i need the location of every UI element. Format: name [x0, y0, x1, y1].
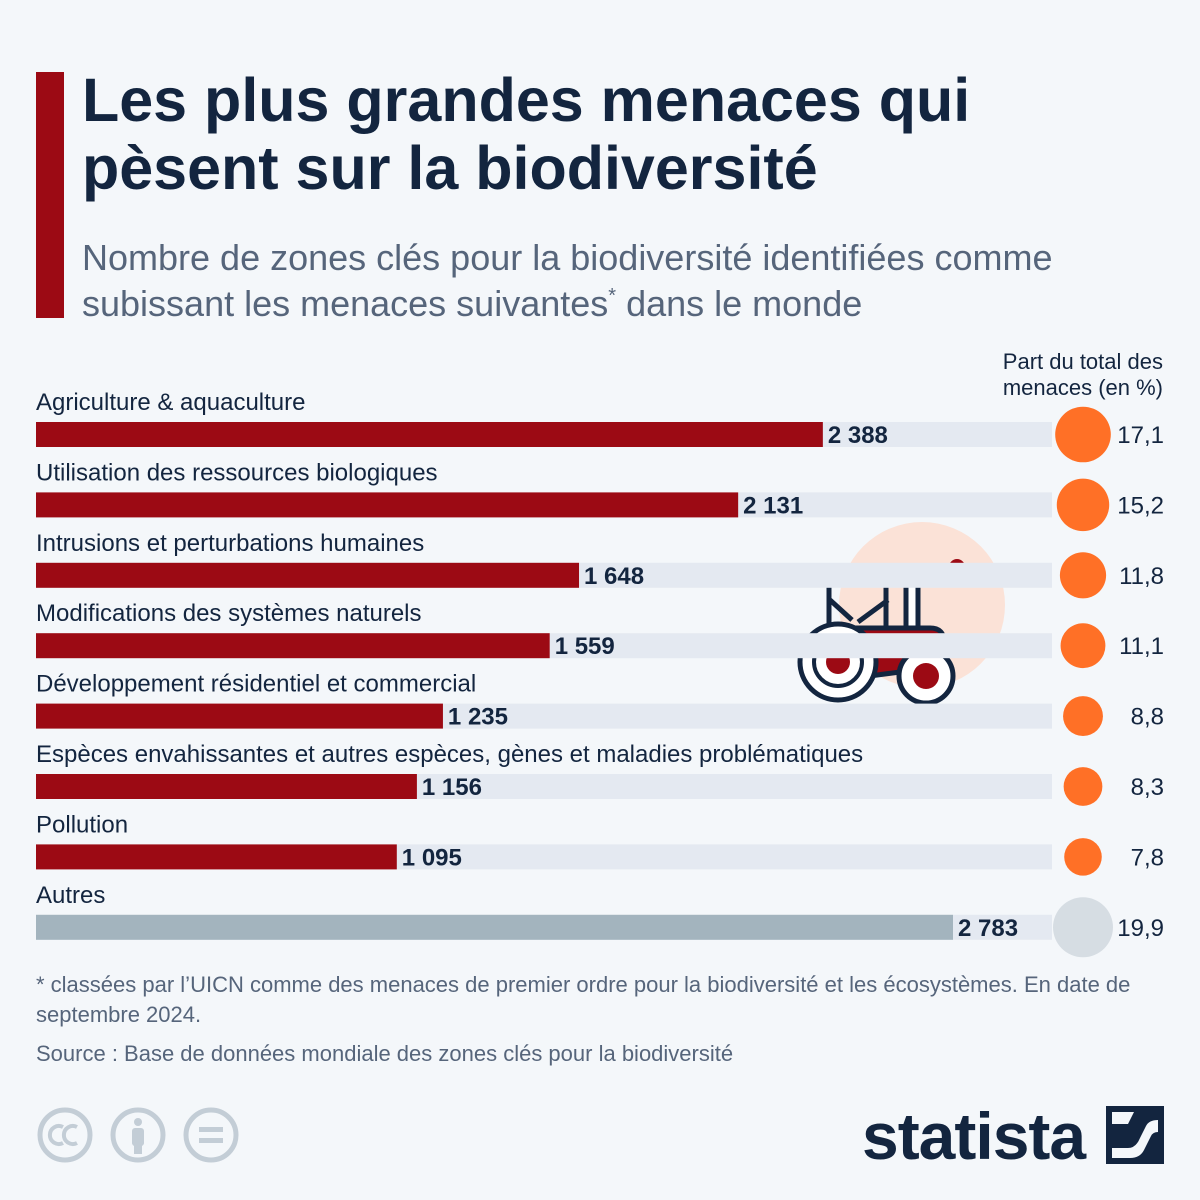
chart-title: Les plus grandes menaces qui pèsent sur …: [82, 66, 971, 202]
bar: [36, 562, 580, 588]
statista-logo-icon[interactable]: [1106, 1106, 1164, 1164]
subtitle-text: Nombre de zones clés pour la biodiversit…: [82, 237, 1053, 324]
category-label: Développement résidentiel et commercial: [36, 671, 476, 698]
share-bubble: [1060, 623, 1106, 669]
footnote: * classées par l’UICN comme des menaces …: [36, 972, 1131, 1027]
bar: [36, 633, 550, 659]
share-label: 8,3: [1131, 774, 1164, 801]
category-label: Modifications des systèmes naturels: [36, 600, 422, 627]
subtitle-asterisk: *: [608, 285, 617, 307]
share-label: 8,8: [1131, 704, 1164, 731]
value-label: 1 559: [555, 633, 615, 660]
share-label: 19,9: [1117, 915, 1164, 942]
category-label: Utilisation des ressources biologiques: [36, 459, 438, 486]
value-label: 1 648: [584, 563, 644, 590]
category-label: Pollution: [36, 811, 128, 838]
share-label: 11,8: [1119, 563, 1164, 590]
source-line: Source : Base de données mondiale des zo…: [36, 1041, 734, 1066]
bar: [36, 422, 823, 447]
share-label: 15,2: [1117, 492, 1164, 519]
value-label: 1 235: [448, 704, 508, 731]
category-label: Agriculture & aquaculture: [36, 389, 305, 416]
bar-chart: Agriculture & aquaculture 2 388 17,1 Utilis…: [36, 389, 1164, 958]
value-label: 2 783: [958, 915, 1018, 942]
attribution-icon[interactable]: [110, 1107, 166, 1163]
bar: [36, 703, 443, 729]
share-label: 11,1: [1119, 633, 1164, 660]
value-label: 1 095: [402, 844, 462, 871]
category-label: Autres: [36, 882, 105, 909]
subtitle-end: dans le monde: [616, 283, 863, 324]
chart-subtitle: Nombre de zones clés pour la biodiversit…: [82, 235, 1172, 327]
bar: [36, 844, 397, 870]
share-label: 17,1: [1117, 422, 1164, 449]
title-accent-bar: [36, 72, 64, 318]
bar: [36, 492, 739, 518]
share-label: 7,8: [1131, 844, 1164, 871]
share-bubble: [1059, 552, 1107, 599]
share-bubble: [1055, 406, 1111, 463]
license-icons: [36, 1106, 246, 1171]
share-bubble: [1064, 838, 1102, 876]
statista-logo-text[interactable]: statista: [862, 1099, 1086, 1173]
share-bubble: [1063, 767, 1103, 806]
share-bubble: [1053, 897, 1113, 958]
share-bubble: [1056, 478, 1110, 532]
no-derivatives-icon[interactable]: [183, 1107, 239, 1163]
share-column-header: Part du total des menaces (en %): [1002, 349, 1163, 400]
cc-license-icon[interactable]: [37, 1107, 93, 1163]
tractor-icon: [797, 522, 1005, 706]
category-label: Espèces envahissantes et autres espèces,…: [36, 741, 863, 768]
category-label: Intrusions et perturbations humaines: [36, 530, 424, 557]
value-label: 1 156: [422, 774, 482, 801]
value-label: 2 131: [743, 492, 803, 519]
value-label: 2 388: [828, 422, 888, 449]
share-bubble: [1063, 696, 1103, 737]
bar: [36, 914, 953, 940]
bar: [36, 774, 417, 799]
